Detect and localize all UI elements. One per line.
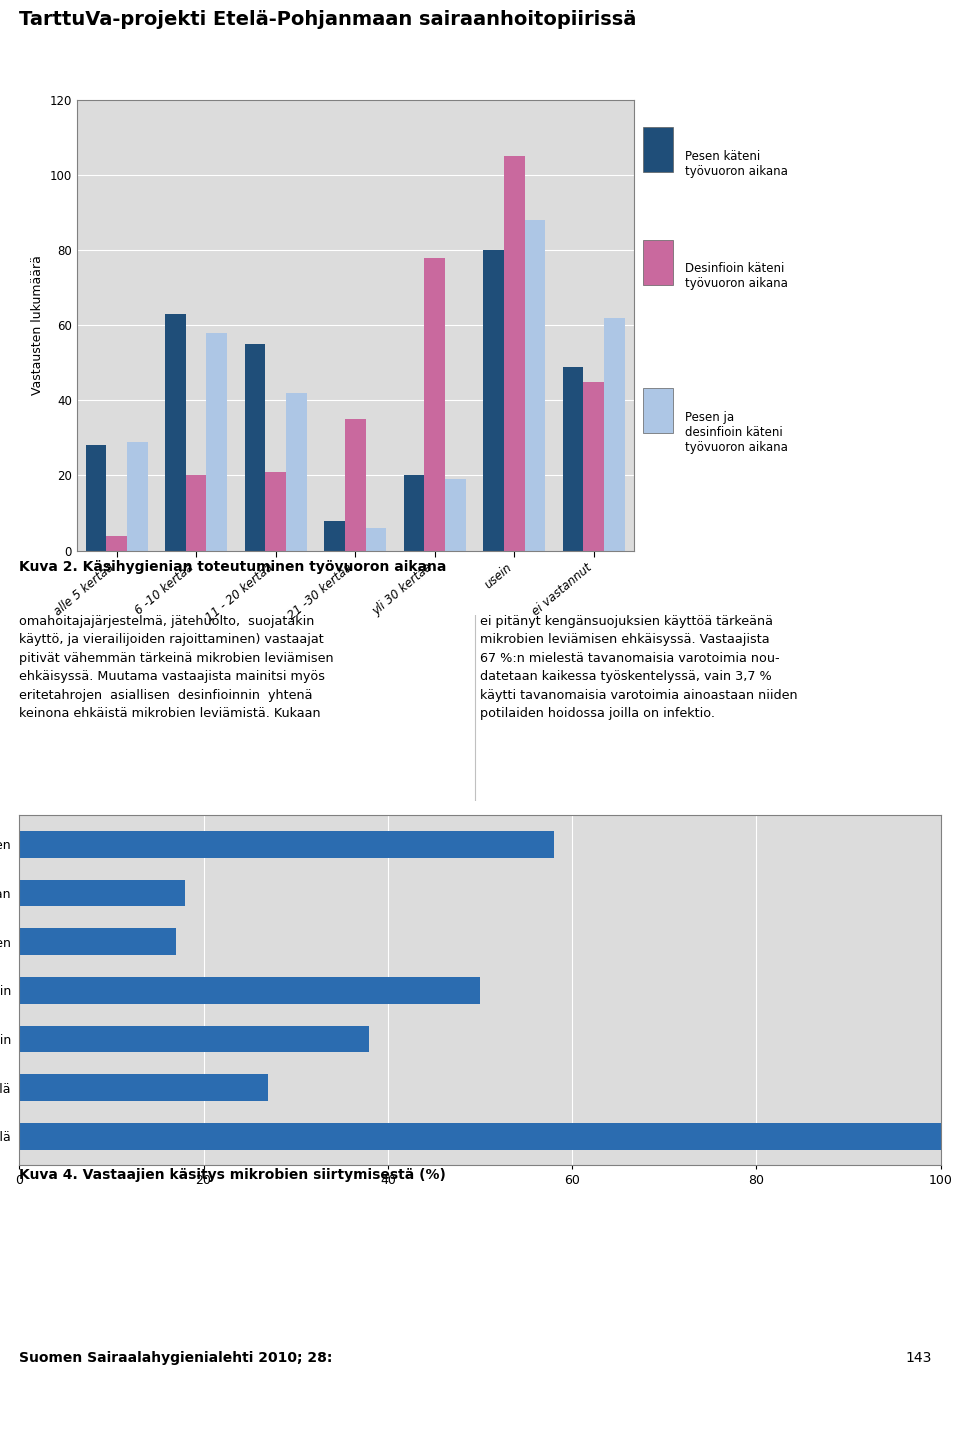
Bar [366, 528, 386, 551]
Bar [424, 257, 445, 551]
Bar [19, 928, 176, 955]
Bar [483, 250, 504, 551]
Text: Suomen Sairaalahygienialehti 2010; 28:: Suomen Sairaalahygienialehti 2010; 28: [19, 1351, 332, 1366]
Bar [19, 977, 480, 1004]
Bar [85, 446, 107, 551]
Text: Pesen ja
desinfioin käteni
työvuoron aikana: Pesen ja desinfioin käteni työvuoron aik… [684, 410, 788, 453]
Bar [265, 472, 286, 551]
Bar [19, 831, 554, 858]
Text: Desinfioin käteni
työvuoron aikana: Desinfioin käteni työvuoron aikana [684, 262, 788, 290]
Bar [19, 1074, 268, 1101]
Bar [324, 521, 345, 551]
Text: ei pitänyt kengänsuojuksien käyttöä tärkeänä
mikrobien leviämisen ehkäisyssä. Va: ei pitänyt kengänsuojuksien käyttöä tärk… [480, 615, 798, 721]
Bar [563, 366, 584, 551]
Text: 143: 143 [905, 1351, 931, 1366]
Bar [19, 1123, 941, 1150]
Bar [643, 127, 673, 172]
Bar [604, 317, 625, 551]
Bar [127, 442, 148, 551]
Text: Kuva 4. Vastaajien käsitys mikrobien siirtymisestä (%): Kuva 4. Vastaajien käsitys mikrobien sii… [19, 1168, 446, 1183]
Bar [504, 156, 524, 551]
Bar [245, 345, 265, 551]
Bar [584, 382, 604, 551]
Bar [107, 536, 127, 551]
Text: TarttuVa-projekti Etelä-Pohjanmaan sairaanhoitopiirissä: TarttuVa-projekti Etelä-Pohjanmaan saira… [19, 10, 636, 29]
Bar [19, 1025, 370, 1052]
Text: Kuva 2. Käsihygienian toteutuminen työvuoron aikana: Kuva 2. Käsihygienian toteutuminen työvu… [19, 561, 446, 575]
Bar [643, 389, 673, 433]
Bar [524, 220, 545, 551]
Y-axis label: Vastausten lukumäärä: Vastausten lukumäärä [31, 256, 44, 395]
Bar [286, 393, 306, 551]
Bar [445, 479, 466, 551]
Bar [404, 476, 424, 551]
Text: Pesen käteni
työvuoron aikana: Pesen käteni työvuoron aikana [684, 150, 788, 177]
Bar [206, 333, 228, 551]
Bar [345, 419, 366, 551]
Bar [643, 240, 673, 285]
Bar [186, 476, 206, 551]
Bar [19, 879, 185, 907]
Bar [165, 315, 186, 551]
Text: omahoitajajärjestelmä, jätehuolto,  suojatakin
käyttö, ja vierailijoiden rajoitt: omahoitajajärjestelmä, jätehuolto, suoja… [19, 615, 334, 721]
